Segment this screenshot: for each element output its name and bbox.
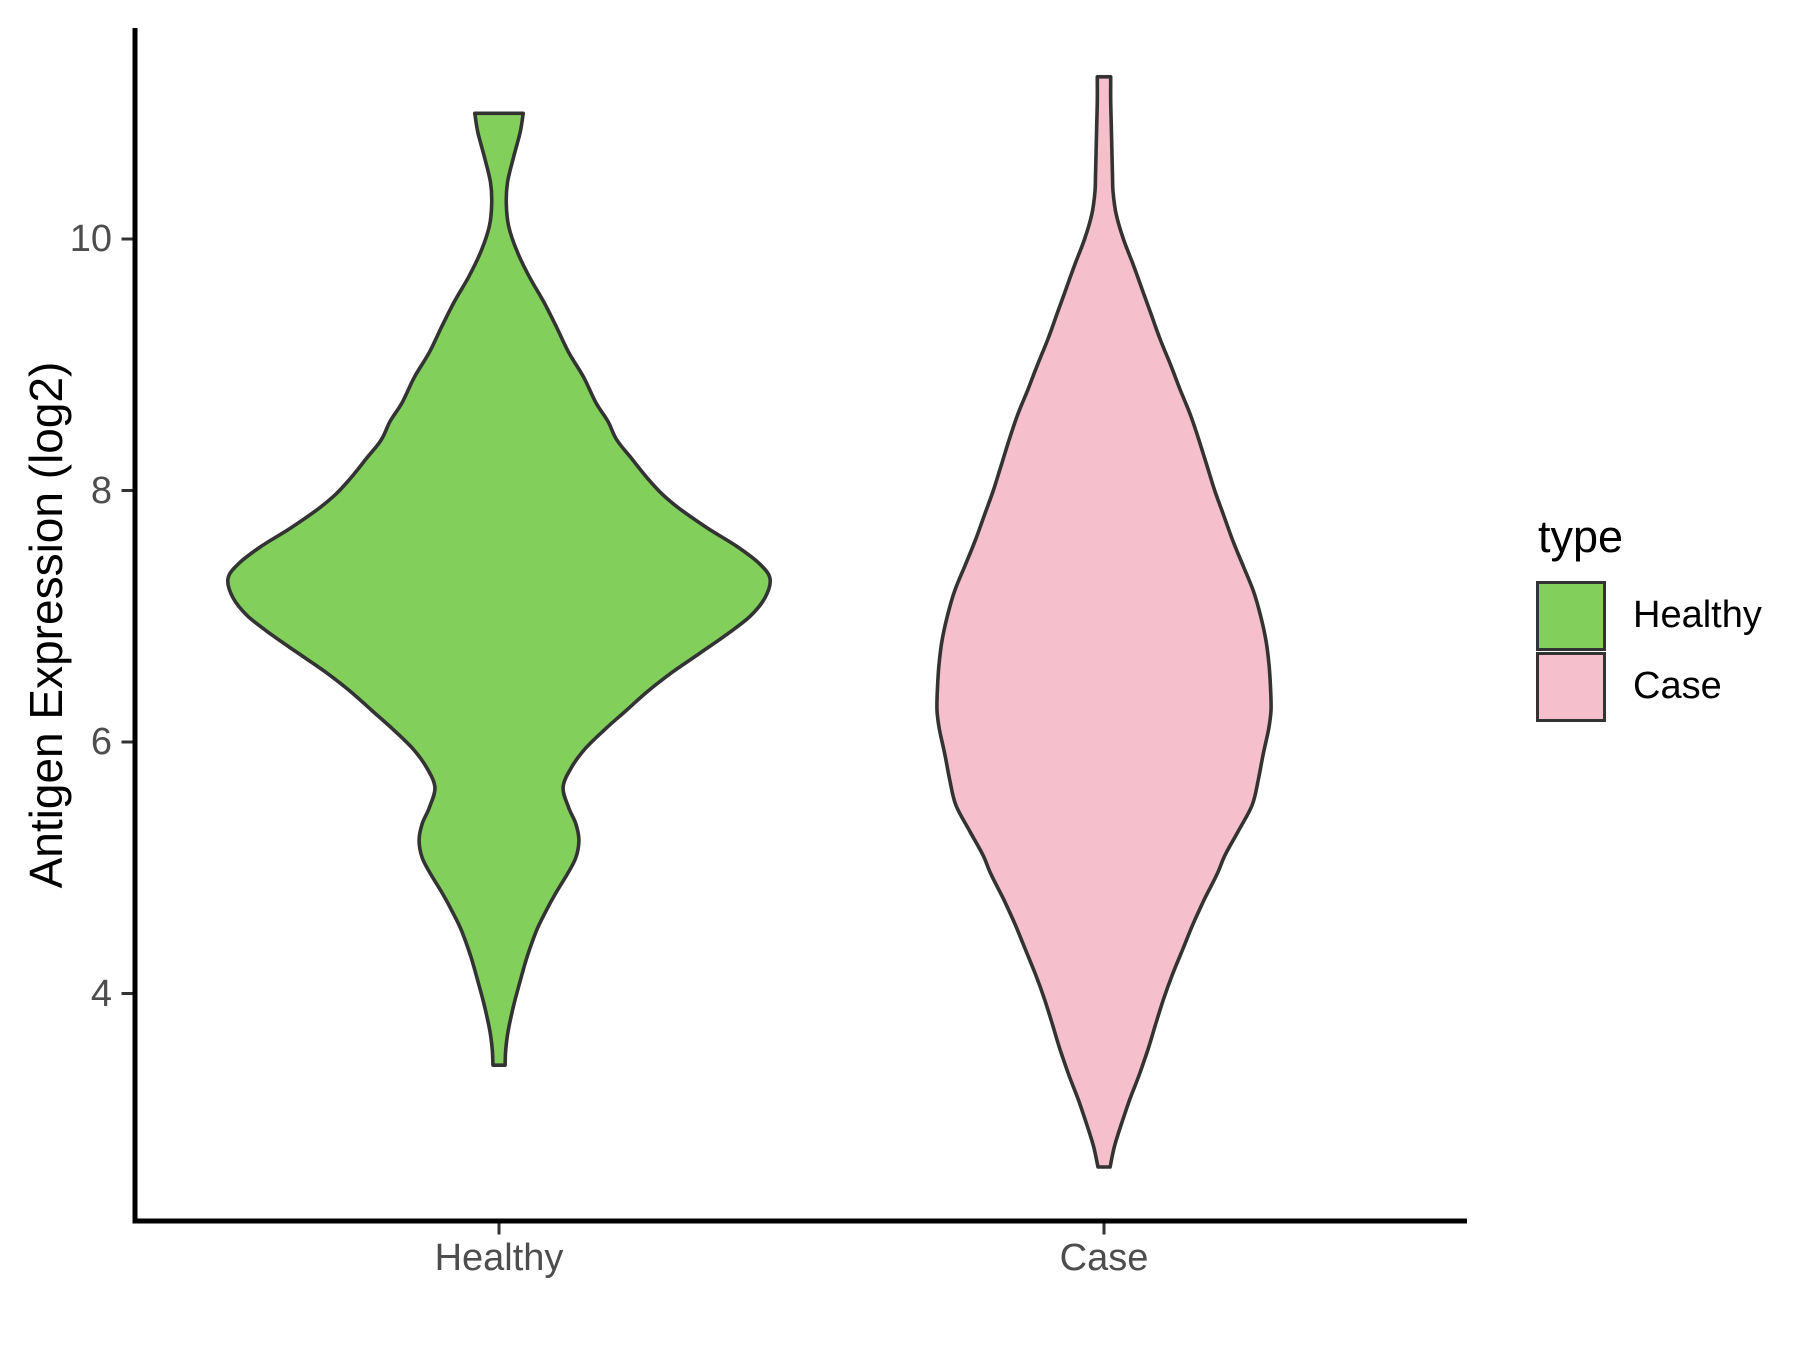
axis-lines xyxy=(132,28,1467,1224)
y-tick-label-4: 4 xyxy=(90,972,112,1015)
x-tick-label-healthy: Healthy xyxy=(434,1237,564,1279)
legend-item-case: Case xyxy=(1536,651,1762,722)
legend-label-case: Case xyxy=(1633,665,1722,707)
y-tick-label-8: 8 xyxy=(90,469,112,512)
violin-healthy xyxy=(225,111,773,1067)
legend-label-healthy: Healthy xyxy=(1633,594,1762,636)
legend-swatch-healthy-icon xyxy=(1536,580,1606,651)
legend-swatch-case-icon xyxy=(1536,651,1606,722)
x-tick-label-case: Case xyxy=(1059,1237,1149,1279)
legend-title: type xyxy=(1538,511,1624,562)
legend: type Healthy Case xyxy=(1536,512,1762,722)
y-axis-title: Antigen Expression (log2) xyxy=(20,361,72,889)
legend-item-healthy: Healthy xyxy=(1536,580,1762,651)
y-tick-label-10: 10 xyxy=(69,218,112,260)
violin-case xyxy=(935,75,1273,1169)
y-tick-label-6: 6 xyxy=(90,721,112,763)
